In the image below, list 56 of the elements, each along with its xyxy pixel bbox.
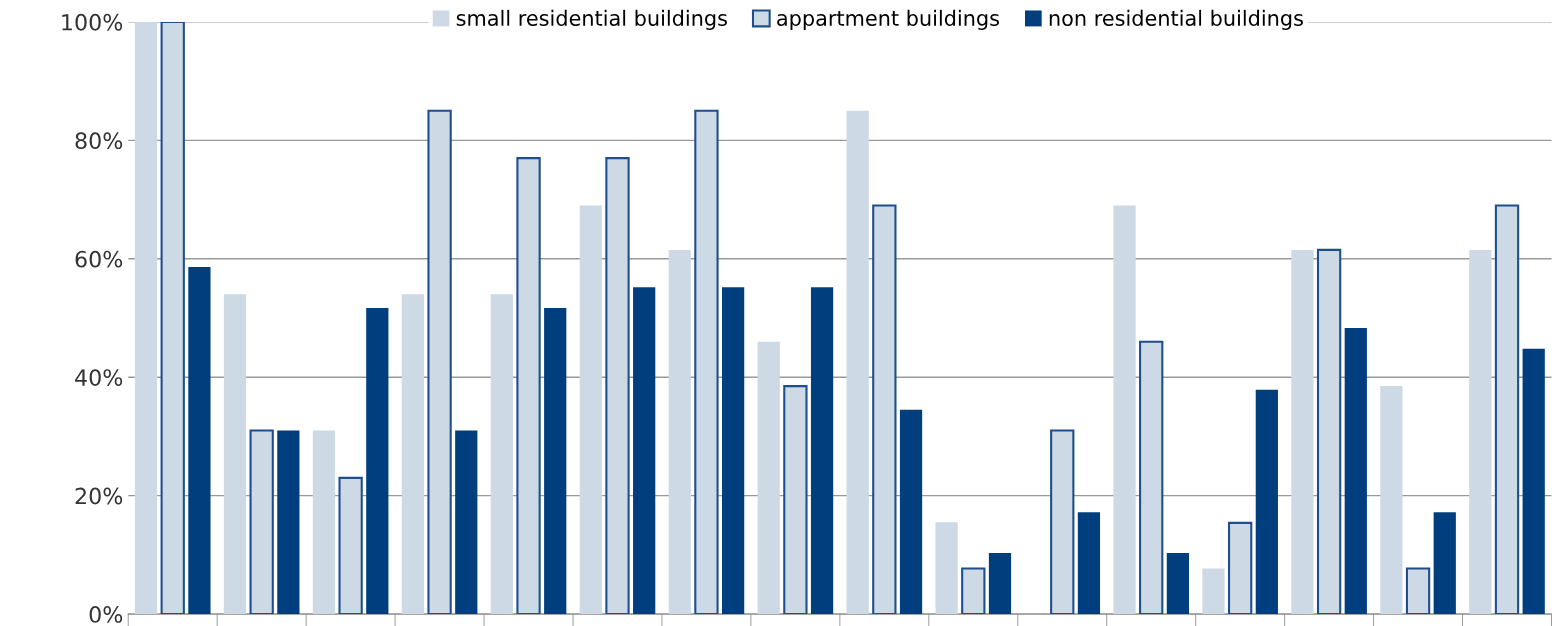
bar (160, 21, 185, 615)
bar (1405, 567, 1431, 615)
bar (1139, 340, 1164, 615)
legend-label: appartment buildings (777, 9, 999, 31)
bar (1255, 389, 1278, 615)
bar (1380, 386, 1403, 615)
bar (1291, 249, 1314, 615)
bar (1316, 248, 1342, 615)
bar (338, 476, 363, 615)
legend-label: non residential buildings (1049, 9, 1303, 31)
bar (366, 307, 389, 615)
y-tick-label: 80% (75, 132, 123, 150)
bar (249, 429, 274, 615)
bar (1228, 521, 1253, 615)
bar (223, 294, 247, 615)
bar (277, 430, 300, 615)
legend-label: small residential buildings (456, 9, 727, 31)
bar (1113, 205, 1136, 615)
bar (899, 409, 923, 615)
bar (846, 110, 869, 615)
bar (668, 249, 691, 615)
bar (1494, 204, 1520, 615)
y-tick-label: 0% (89, 606, 123, 623)
bar (783, 385, 808, 615)
y-tick-label: 60% (75, 250, 123, 268)
bar (579, 205, 602, 615)
bar (134, 21, 158, 615)
bar (455, 430, 478, 615)
bar (1166, 553, 1190, 615)
bar (605, 157, 630, 615)
bar (872, 204, 897, 615)
bar (401, 294, 425, 615)
bar (633, 287, 656, 615)
bar (757, 341, 780, 615)
bar (1469, 249, 1492, 615)
bar (1202, 568, 1225, 615)
bar (490, 294, 513, 615)
y-tick-label: 20% (75, 487, 123, 505)
bar (1522, 348, 1545, 615)
bar (1077, 512, 1101, 615)
bar (427, 109, 452, 615)
bar (312, 430, 336, 615)
bar (1344, 328, 1367, 615)
y-tick-label: 40% (75, 369, 123, 386)
bar (694, 109, 719, 615)
bar (188, 267, 211, 615)
bar (1050, 429, 1075, 615)
bar (544, 307, 567, 615)
bar (516, 157, 541, 615)
bar (810, 287, 834, 615)
bar (722, 287, 745, 615)
bar (988, 553, 1012, 615)
bar (961, 567, 986, 615)
y-tick-label: 100% (62, 13, 123, 31)
bar (1433, 512, 1456, 615)
bar (935, 522, 958, 615)
